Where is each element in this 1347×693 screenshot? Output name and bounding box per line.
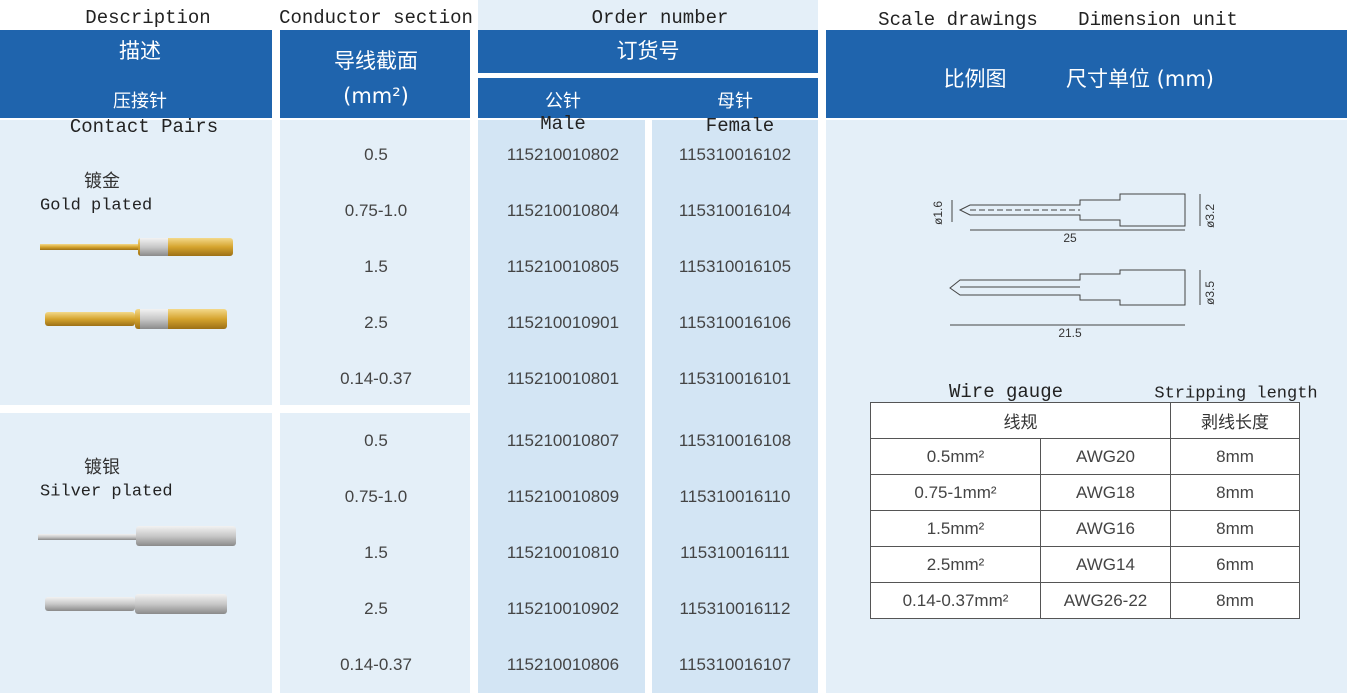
cell-text: 115310016110	[679, 487, 791, 506]
cell-text: 115210010901	[506, 313, 620, 332]
wire-title: Stripping length	[1154, 384, 1318, 404]
table-cell: 8mm	[1170, 474, 1300, 511]
silver-male-pin	[38, 526, 236, 546]
group-panel	[0, 413, 272, 693]
cell-text: 115210010802	[506, 145, 620, 164]
cell-text: 115310016112	[679, 599, 791, 618]
header-band	[478, 0, 818, 30]
group-en: Gold plated	[40, 196, 153, 216]
cell-text: 1.5	[364, 257, 388, 276]
cell-text: 0.5	[364, 145, 388, 164]
cell-text: 0.5	[364, 431, 388, 450]
header-text: 比例图	[943, 67, 1007, 91]
cell-text: 115210010801	[506, 369, 620, 388]
header-text: 导线截面	[334, 49, 418, 73]
table-cell: AWG26-22	[1040, 582, 1171, 619]
table-cell: 6mm	[1170, 546, 1300, 583]
column-panel	[652, 120, 818, 693]
table-cell: 0.14-0.37mm²	[870, 582, 1041, 619]
table-cell: AWG14	[1040, 546, 1171, 583]
dimension-label: ø1.6	[931, 201, 945, 225]
cell-text: 0.14-0.37	[340, 655, 412, 674]
sub-header: Male	[540, 113, 586, 135]
cell-text: 115310016108	[678, 431, 792, 450]
table-cell: 1.5mm²	[870, 510, 1041, 547]
table-header: 线规	[870, 402, 1171, 439]
header-cell	[478, 30, 818, 73]
table-cell: AWG16	[1040, 510, 1171, 547]
table-cell: 2.5mm²	[870, 546, 1041, 583]
header-cell	[280, 30, 470, 118]
cell-text: 115210010810	[506, 543, 620, 562]
table-cell: 8mm	[1170, 582, 1300, 619]
header-text: Order number	[591, 7, 729, 29]
silver-female-pin	[45, 594, 227, 614]
cell-text: 115310016106	[678, 313, 792, 332]
table-cell: AWG18	[1040, 474, 1171, 511]
header-text: (mm²)	[343, 84, 409, 108]
cell-text: 1.5	[364, 543, 388, 562]
group-cn: 镀银	[84, 457, 120, 478]
header-text: 订货号	[616, 39, 680, 63]
header-text: Description	[85, 7, 211, 29]
cell-text: 115210010807	[506, 431, 620, 450]
header-text: 压接针	[113, 91, 167, 112]
dimension-label: 21.5	[1058, 326, 1082, 340]
cell-text: 115310016111	[680, 543, 790, 562]
table-header: 剥线长度	[1170, 402, 1300, 439]
cell-text: 115210010809	[506, 487, 620, 506]
header-cell	[826, 30, 1347, 118]
group-panel	[280, 413, 470, 693]
cell-text: 0.75-1.0	[344, 487, 408, 506]
header-text: Scale drawings	[878, 9, 1038, 31]
table-cell: AWG20	[1040, 438, 1171, 475]
table-cell: 0.5mm²	[870, 438, 1041, 475]
table-cell: 0.75-1mm²	[870, 474, 1041, 511]
cell-text: 115310016102	[678, 145, 792, 164]
column-panel	[478, 120, 645, 693]
header-text: 公针	[545, 91, 581, 112]
pin-illustrations	[38, 238, 236, 614]
cell-text: 0.14-0.37	[340, 369, 412, 388]
sub-header: Female	[705, 115, 775, 137]
table-cell: 8mm	[1170, 510, 1300, 547]
header-text: Dimension unit	[1078, 9, 1238, 31]
group-en: Silver plated	[40, 482, 173, 502]
cell-text: 115210010805	[506, 257, 620, 276]
header-text: Conductor section	[279, 7, 473, 29]
dimension-label: 25	[1063, 231, 1077, 245]
header-text: 母针	[717, 91, 753, 112]
cell-text: 115310016101	[678, 369, 792, 388]
cell-text: 2.5	[364, 313, 388, 332]
group-panel	[280, 120, 470, 405]
dimension-label: ø3.2	[1203, 204, 1217, 228]
cell-text: 115310016105	[678, 257, 792, 276]
header-cell	[0, 30, 272, 118]
cell-text: 115210010806	[506, 655, 620, 674]
group-cn: 镀金	[84, 171, 120, 192]
cell-text: 0.75-1.0	[344, 201, 408, 220]
cell-text: 115210010804	[506, 201, 620, 220]
header-text: 描述	[119, 39, 161, 63]
dimension-label: ø3.5	[1203, 281, 1217, 305]
group-panel	[0, 120, 272, 405]
gold-female-pin	[45, 309, 227, 329]
cell-text: 115310016104	[678, 201, 792, 220]
cell-text: 115310016107	[678, 655, 792, 674]
cell-text: 115210010902	[506, 599, 620, 618]
gold-male-pin	[40, 238, 233, 256]
wire-title: Wire gauge	[948, 381, 1064, 403]
header-text: 尺寸单位 (mm)	[1066, 67, 1214, 91]
sub-header: Contact Pairs	[69, 116, 219, 138]
header-cell	[478, 78, 818, 118]
cell-text: 2.5	[364, 599, 388, 618]
table-cell: 8mm	[1170, 438, 1300, 475]
scale-drawing: ø1.6 25 ø3.2 ø3.5 21.5	[931, 193, 1217, 340]
